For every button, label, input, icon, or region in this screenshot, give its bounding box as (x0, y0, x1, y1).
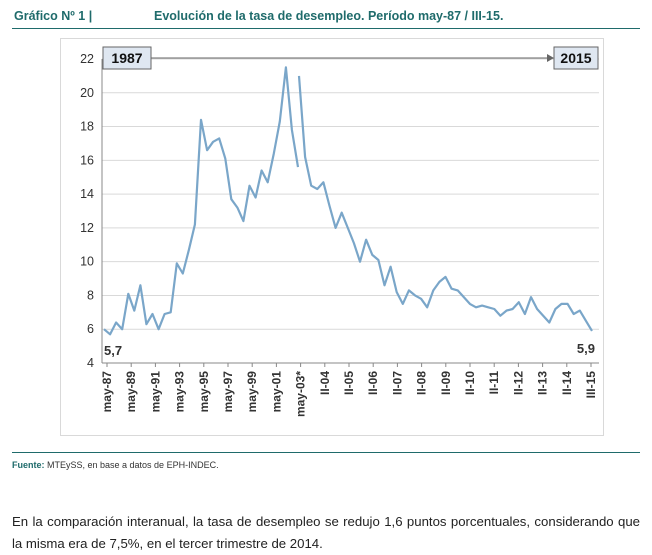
figure-number: Gráfico Nº 1 | (14, 9, 93, 23)
x-tick-label: II-08 (415, 371, 429, 395)
start-year-label: 1987 (111, 50, 142, 66)
chart-area: 4 6 8 10 12 14 16 18 20 22 may-87 may-89 may-91 may-9… (60, 38, 604, 436)
x-tick-label: II-13 (536, 371, 550, 395)
y-tick-label: 8 (87, 288, 94, 302)
end-year-label: 2015 (560, 50, 591, 66)
source-rule (12, 452, 640, 453)
end-year-box (553, 46, 599, 70)
source-label: Fuente: (12, 460, 45, 470)
x-tick-label: III-15 (584, 371, 598, 399)
y-tick-label: 12 (80, 221, 94, 235)
end-value-label: 5,9 (577, 341, 595, 356)
start-year-box (102, 46, 152, 70)
x-tick-label: may-99 (245, 371, 259, 413)
series-line-eph-continua (297, 75, 593, 332)
y-tick-label: 4 (87, 356, 94, 370)
source-text: MTEySS, en base a datos de EPH-INDEC. (44, 460, 219, 470)
y-tick-label: 10 (80, 255, 94, 269)
y-tick-label: 14 (80, 187, 94, 201)
body-paragraph: En la comparación interanual, la tasa de… (12, 514, 640, 552)
period-arrow-head (547, 54, 554, 62)
series-line-eph-puntual (103, 66, 300, 336)
y-tick-label: 16 (80, 153, 94, 167)
x-tick-label: II-12 (511, 371, 525, 395)
x-tick-label: II-09 (439, 371, 453, 395)
start-value-label: 5,7 (104, 343, 122, 358)
figure-header: Gráfico Nº 1 | Evolución de la tasa de d… (12, 6, 640, 29)
x-tick-label: II-04 (318, 371, 332, 395)
y-tick-label: 18 (80, 120, 94, 134)
x-tick-label: II-05 (342, 371, 356, 395)
unemployment-chart: 4 6 8 10 12 14 16 18 20 22 may-87 may-89 may-91 may-9… (80, 46, 599, 417)
x-tick-label: may-91 (148, 371, 162, 413)
y-tick-label: 6 (87, 322, 94, 336)
x-tick-label: may-87 (100, 371, 114, 413)
x-tick-label: II-10 (463, 371, 477, 395)
x-tick-label: may-89 (124, 371, 138, 413)
figure-title: Evolución de la tasa de desempleo. Perío… (154, 9, 504, 23)
x-tick-label: may-03* (294, 371, 308, 417)
x-tick-label: may-93 (173, 371, 187, 413)
y-tick-label: 22 (80, 52, 94, 66)
x-tick-label: may-97 (221, 371, 235, 413)
x-tick-label: II-14 (560, 371, 574, 395)
x-tick-label: II-06 (366, 371, 380, 395)
y-tick-label: 20 (80, 86, 94, 100)
x-tick-label: II-11 (487, 371, 501, 395)
header-rule (12, 28, 640, 29)
x-tick-label: may-01 (269, 371, 283, 413)
x-tick-label: may-95 (197, 371, 211, 413)
x-tick-label: II-07 (390, 371, 404, 395)
source-note: Fuente: MTEySS, en base a datos de EPH-I… (12, 460, 219, 470)
